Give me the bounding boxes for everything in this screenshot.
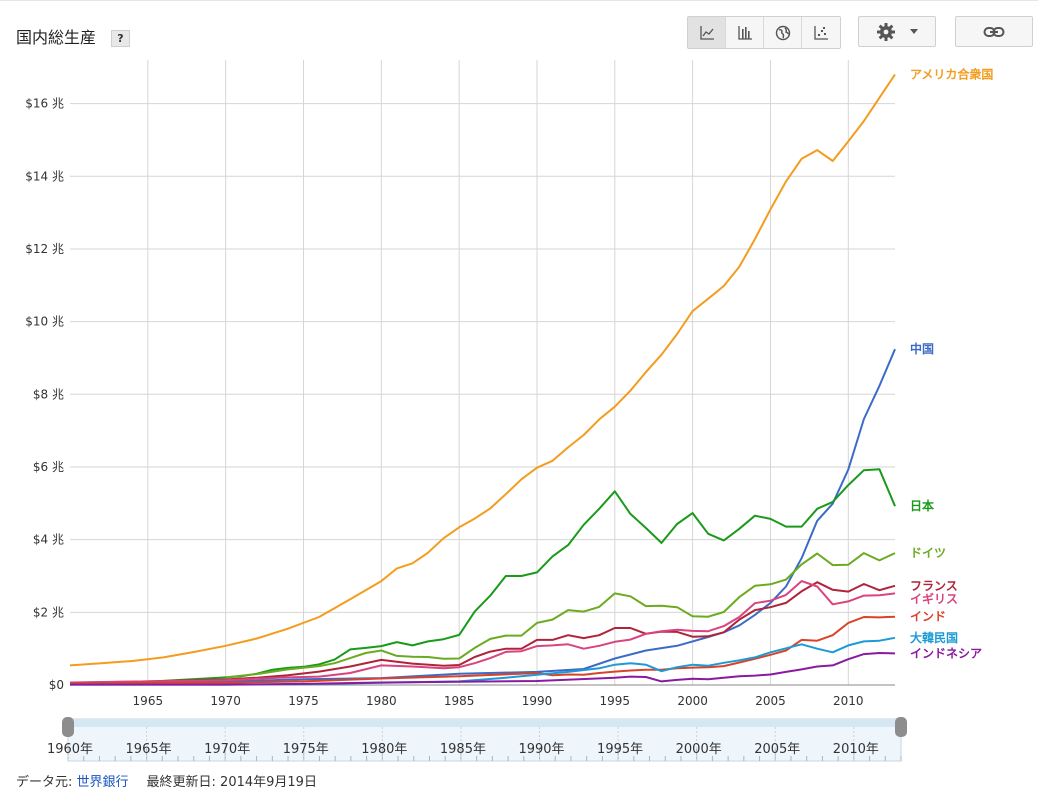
- series-line: [69, 580, 896, 684]
- gear-icon: [877, 22, 895, 41]
- x-tick-label: 1970: [210, 694, 241, 708]
- timeline-range-bar: [68, 719, 901, 727]
- bar-chart-icon: [737, 25, 752, 40]
- timeline-tick-label: 1980年: [361, 742, 407, 757]
- timeline-slider[interactable]: 1960年 1965年 1970年 1975年 1980年 1985年 1990年 1995年…: [47, 717, 907, 762]
- timeline-tick-label: 2005年: [754, 742, 800, 757]
- series-line: [225, 552, 896, 679]
- globe-icon: [775, 25, 790, 40]
- timeline-start-handle[interactable]: [62, 717, 74, 737]
- settings-button[interactable]: [858, 16, 936, 47]
- timeline-tick-label: 1965年: [126, 742, 172, 757]
- x-tick-label: 2010: [833, 694, 864, 708]
- y-tick-label: $2 兆: [33, 605, 64, 619]
- help-button[interactable]: ?: [111, 30, 130, 47]
- series-line: [70, 636, 896, 686]
- series-end-label: フランス: [910, 579, 958, 593]
- series-lines: [69, 73, 896, 686]
- series-end-label: イギリス: [910, 591, 958, 606]
- timeline-tick-label: 1985年: [440, 742, 486, 757]
- line-chart-icon: [699, 25, 714, 40]
- chevron-down-icon: [910, 28, 918, 34]
- series-end-label: ドイツ: [910, 546, 946, 560]
- x-tick-label: 1995: [600, 694, 631, 708]
- timeline-tick-label: 1990年: [518, 742, 564, 757]
- y-tick-label: $10 兆: [25, 315, 64, 329]
- last-updated: 最終更新日: 2014年9月19日: [146, 775, 317, 790]
- x-tick-label: 1980: [366, 694, 397, 708]
- bar-chart-button[interactable]: [726, 17, 764, 48]
- chart-type-switcher: [687, 16, 841, 49]
- y-tick-label: $4 兆: [33, 533, 64, 547]
- series-line: [69, 581, 896, 684]
- series-line: [69, 73, 896, 667]
- y-tick-label: $8 兆: [33, 387, 64, 401]
- timeline-tick-label: 1960年: [47, 742, 93, 757]
- series-line: [69, 348, 896, 684]
- y-tick-label: $16 兆: [25, 97, 64, 111]
- source-link[interactable]: 世界銀行: [76, 775, 129, 790]
- y-tick-label: $14 兆: [25, 169, 64, 183]
- timeline-tick-label: 1975年: [283, 742, 329, 757]
- timeline-tick-label: 2010年: [833, 742, 879, 757]
- gdp-line-chart: $0 $2 兆 $4 兆 $6 兆 $8 兆 $10 兆 $12 兆 $14 兆 $16 兆 1…: [25, 60, 993, 762]
- timeline-tick-label: 1995年: [597, 742, 643, 757]
- y-tick-label: $0: [49, 678, 64, 692]
- page-title: 国内総生産: [16, 28, 97, 47]
- footer: データ元: 世界銀行 最終更新日: 2014年9月19日: [16, 771, 317, 790]
- x-tick-label: 1975: [288, 694, 319, 708]
- y-axis-ticks: $0 $2 兆 $4 兆 $6 兆 $8 兆 $10 兆 $12 兆 $14 兆 $16 兆: [25, 97, 64, 692]
- y-tick-label: $6 兆: [33, 460, 64, 474]
- scatter-icon: [814, 25, 828, 40]
- x-tick-label: 1990: [522, 694, 553, 708]
- series-line: [70, 652, 896, 686]
- x-tick-label: 1965: [133, 694, 164, 708]
- x-tick-label: 2000: [677, 694, 708, 708]
- map-button[interactable]: [764, 17, 802, 48]
- top-rule: [0, 0, 1038, 1]
- x-tick-label: 1985: [444, 694, 475, 708]
- timeline-tick-label: 1970年: [204, 742, 250, 757]
- link-icon: [983, 26, 1005, 37]
- y-tick-label: $12 兆: [25, 242, 64, 256]
- source-label: データ元:: [16, 775, 77, 790]
- timeline-tick-label: 2000年: [676, 742, 722, 757]
- x-axis-ticks: 1965 1970 1975 1980 1985 1990 1995 2000 2005 2010: [133, 694, 864, 708]
- series-end-label: アメリカ合衆国: [910, 67, 993, 82]
- line-chart-button[interactable]: [688, 17, 726, 48]
- series-end-label: 大韓民国: [910, 630, 958, 645]
- series-end-label: 日本: [910, 498, 934, 513]
- timeline-end-handle[interactable]: [895, 717, 907, 737]
- x-tick-label: 2005: [755, 694, 786, 708]
- series-end-label: インドネシア: [910, 646, 982, 660]
- series-end-label: 中国: [910, 341, 934, 356]
- grid-lines: [70, 60, 895, 686]
- scatter-button[interactable]: [802, 17, 840, 48]
- series-line: [69, 468, 896, 685]
- series-end-label: インド: [910, 610, 946, 624]
- share-link-button[interactable]: [955, 16, 1033, 47]
